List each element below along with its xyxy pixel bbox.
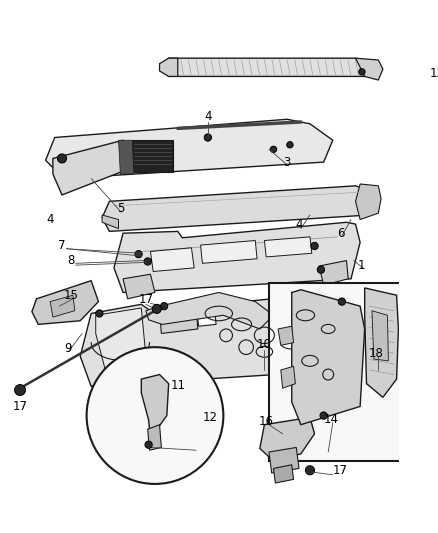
Polygon shape [196,304,216,326]
Circle shape [317,266,325,273]
Circle shape [57,154,67,163]
Polygon shape [356,58,383,80]
Polygon shape [372,311,389,361]
Text: 4: 4 [46,213,54,226]
Text: 5: 5 [117,202,125,215]
Circle shape [320,412,327,419]
Polygon shape [148,425,161,450]
Polygon shape [102,215,119,229]
Polygon shape [319,261,348,285]
Circle shape [270,146,277,152]
Text: 13: 13 [430,67,438,80]
Text: 12: 12 [202,411,217,424]
Text: 17: 17 [138,293,153,306]
Text: 11: 11 [170,379,185,392]
Circle shape [160,303,168,310]
Text: 1: 1 [357,259,365,272]
Text: 17: 17 [332,464,348,477]
Polygon shape [273,465,293,483]
Circle shape [311,243,318,249]
Circle shape [87,347,223,484]
Polygon shape [96,308,146,368]
Text: 8: 8 [67,254,75,267]
Polygon shape [292,290,365,425]
Polygon shape [146,293,273,329]
Circle shape [144,258,152,265]
Bar [269,284,406,461]
Circle shape [359,69,365,75]
Text: 7: 7 [58,239,66,252]
Text: 6: 6 [337,227,345,240]
Text: 3: 3 [283,156,291,168]
Polygon shape [132,140,173,172]
Circle shape [204,134,212,141]
Circle shape [14,385,25,395]
Text: 4: 4 [295,217,303,231]
Polygon shape [159,58,372,76]
Text: 18: 18 [369,347,384,360]
Polygon shape [80,293,356,386]
Circle shape [152,304,161,313]
Circle shape [96,310,103,317]
Polygon shape [159,58,178,76]
Text: 14: 14 [323,413,339,426]
Text: 4: 4 [204,110,212,123]
Polygon shape [123,274,155,299]
Circle shape [287,142,293,148]
Polygon shape [356,184,381,220]
Text: 16: 16 [259,415,274,429]
Polygon shape [201,240,257,263]
Polygon shape [114,222,360,293]
Polygon shape [102,186,374,231]
Polygon shape [141,375,169,438]
Polygon shape [365,288,399,397]
Polygon shape [159,307,198,334]
Polygon shape [269,448,299,473]
Text: 10: 10 [257,338,272,351]
Circle shape [338,298,346,305]
Circle shape [135,251,142,258]
Text: 9: 9 [65,342,72,354]
Polygon shape [260,417,314,461]
Text: 15: 15 [64,289,78,302]
Polygon shape [50,295,75,317]
Polygon shape [281,366,295,388]
Polygon shape [119,140,134,174]
Polygon shape [32,281,99,325]
Polygon shape [278,326,293,345]
Polygon shape [265,237,312,257]
Circle shape [145,441,152,448]
Text: 17: 17 [13,400,28,413]
Polygon shape [150,248,194,271]
Circle shape [305,466,314,475]
Polygon shape [46,119,333,179]
Polygon shape [53,140,127,195]
